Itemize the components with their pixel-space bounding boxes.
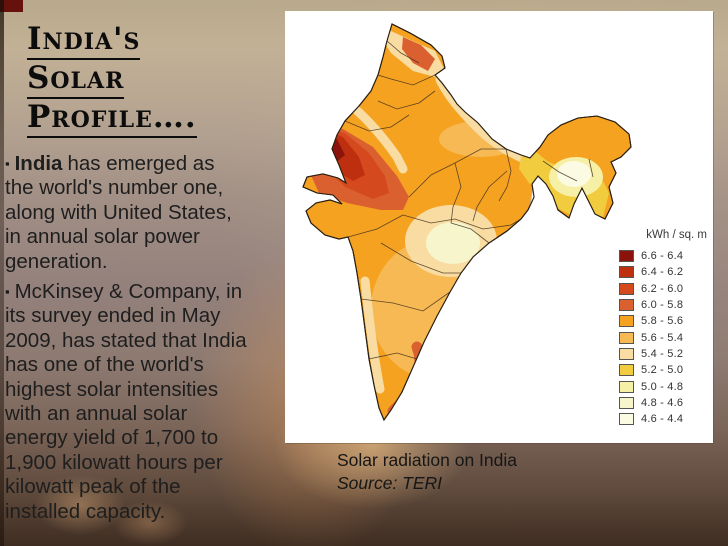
- map-caption: Solar radiation on India Source: TERI: [337, 449, 517, 494]
- title-line-1: India's: [27, 20, 197, 60]
- legend-row: 6.0 - 5.8: [619, 297, 711, 313]
- zone-nw-pale-band: [348, 102, 408, 174]
- legend-swatch: [619, 396, 634, 409]
- legend-row: 5.4 - 5.2: [619, 346, 711, 362]
- caption-line: Solar radiation on India: [337, 450, 517, 470]
- map-panel: kWh / sq. m 6.6 - 6.4 6.4 - 6.2 6.2 - 6.…: [285, 11, 713, 443]
- legend-row: 5.6 - 5.4: [619, 329, 711, 345]
- legend-swatch: [619, 282, 634, 295]
- legend-swatch: [619, 315, 634, 328]
- legend-row: 6.4 - 6.2: [619, 264, 711, 280]
- legend-swatch: [619, 413, 634, 426]
- bold-word: India: [14, 152, 63, 175]
- background-corner-accent: [0, 0, 23, 12]
- legend-title: kWh / sq. m: [646, 229, 707, 241]
- body-text: ▪ India has emerged as the world's number …: [5, 152, 287, 524]
- legend-row: 6.2 - 6.0: [619, 281, 711, 297]
- legend-swatch: [619, 266, 634, 279]
- zone-northeast-cream-core: [557, 161, 591, 187]
- legend-row: 5.0 - 4.8: [619, 378, 711, 394]
- legend-swatch: [619, 250, 634, 263]
- legend-swatch: [619, 299, 634, 312]
- title-line-2: Solar: [27, 59, 197, 99]
- legend-row: 4.8 - 4.6: [619, 395, 711, 411]
- zone-westcoast-pale-strip: [360, 276, 385, 394]
- legend-swatch: [619, 331, 634, 344]
- background-left-shadow: [0, 0, 4, 546]
- legend-row: 5.2 - 5.0: [619, 362, 711, 378]
- map-legend: kWh / sq. m 6.6 - 6.4 6.4 - 6.2 6.2 - 6.…: [619, 229, 711, 427]
- legend-row: 4.6 - 4.4: [619, 411, 711, 427]
- bullet-icon: ▪: [5, 156, 10, 171]
- caption-source: Source: TERI: [337, 472, 443, 493]
- page-title: India's Solar Profile….: [27, 20, 197, 138]
- india-outline: [302, 23, 632, 422]
- legend-row: 5.8 - 5.6: [619, 313, 711, 329]
- zone-central-pale-core: [426, 222, 480, 264]
- zone-kashmir-band: [402, 37, 435, 71]
- bullet-icon: ▪: [5, 284, 10, 300]
- india-solar-map: [302, 23, 632, 422]
- legend-swatch: [619, 347, 634, 360]
- bullet-paragraph-2: ▪ McKinsey & Company, in its survey ended…: [5, 280, 247, 523]
- title-line-3: Profile….: [27, 98, 197, 138]
- bullet-paragraph-1: ▪ India has emerged as the world's number …: [5, 152, 232, 273]
- legend-row: 6.6 - 6.4: [619, 248, 711, 264]
- legend-swatch: [619, 380, 634, 393]
- legend-swatch: [619, 364, 634, 377]
